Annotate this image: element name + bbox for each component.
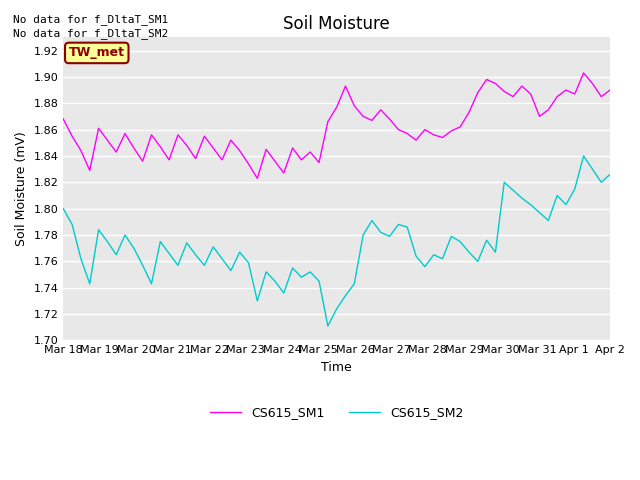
CS615_SM1 xyxy=(253,176,261,181)
Title: Soil Moisture: Soil Moisture xyxy=(284,15,390,33)
Y-axis label: Soil Moisture (mV): Soil Moisture (mV) xyxy=(15,132,28,246)
CS615_SM2 xyxy=(60,206,67,212)
CS615_SM1 xyxy=(447,128,455,134)
CS615_SM1 xyxy=(60,116,67,122)
Line: CS615_SM1: CS615_SM1 xyxy=(63,73,610,179)
Line: CS615_SM2: CS615_SM2 xyxy=(63,156,610,326)
CS615_SM1 xyxy=(209,145,217,151)
CS615_SM1 xyxy=(227,137,235,143)
CS615_SM2 xyxy=(580,153,588,159)
CS615_SM1 xyxy=(342,83,349,89)
CS615_SM1 xyxy=(606,87,614,93)
CS615_SM1 xyxy=(597,94,605,99)
CS615_SM2 xyxy=(315,278,323,284)
CS615_SM2 xyxy=(447,233,455,239)
Text: TW_met: TW_met xyxy=(68,47,125,60)
Text: No data for f_DltaT_SM1: No data for f_DltaT_SM1 xyxy=(13,13,168,24)
CS615_SM2 xyxy=(324,323,332,329)
CS615_SM2 xyxy=(209,244,217,250)
CS615_SM2 xyxy=(597,180,605,185)
Text: No data for f_DltaT_SM2: No data for f_DltaT_SM2 xyxy=(13,28,168,39)
CS615_SM1 xyxy=(580,70,588,76)
CS615_SM1 xyxy=(324,119,332,124)
CS615_SM2 xyxy=(342,293,349,299)
Legend: CS615_SM1, CS615_SM2: CS615_SM1, CS615_SM2 xyxy=(205,401,469,424)
CS615_SM2 xyxy=(606,171,614,177)
CS615_SM2 xyxy=(227,268,235,274)
X-axis label: Time: Time xyxy=(321,361,352,374)
